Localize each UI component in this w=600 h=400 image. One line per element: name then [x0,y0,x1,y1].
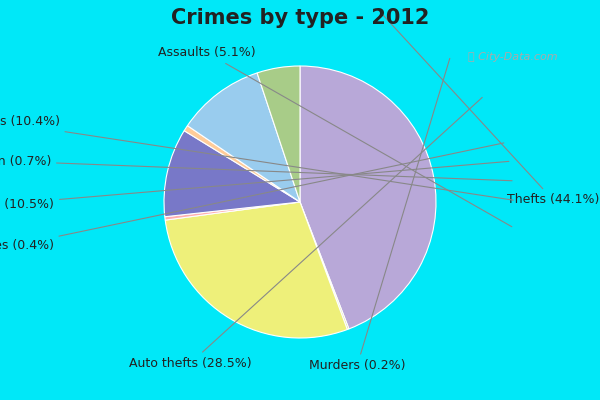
Wedge shape [165,202,347,338]
Wedge shape [184,126,300,202]
Text: Arson (0.7%): Arson (0.7%) [0,155,512,181]
Wedge shape [187,73,300,202]
Text: Assaults (5.1%): Assaults (5.1%) [158,46,512,227]
Text: Rapes (0.4%): Rapes (0.4%) [0,143,504,252]
Wedge shape [165,202,300,220]
Text: ⓘ City-Data.com: ⓘ City-Data.com [469,52,558,62]
Wedge shape [164,131,300,217]
Text: Murders (0.2%): Murders (0.2%) [309,58,450,372]
Text: Auto thefts (28.5%): Auto thefts (28.5%) [129,98,482,370]
Text: Burglaries (10.4%): Burglaries (10.4%) [0,116,513,200]
Text: Thefts (44.1%): Thefts (44.1%) [383,15,599,206]
Wedge shape [300,66,436,329]
Wedge shape [257,66,300,202]
Text: Crimes by type - 2012: Crimes by type - 2012 [171,8,429,28]
Wedge shape [300,202,349,330]
Text: Robberies (10.5%): Robberies (10.5%) [0,161,509,211]
